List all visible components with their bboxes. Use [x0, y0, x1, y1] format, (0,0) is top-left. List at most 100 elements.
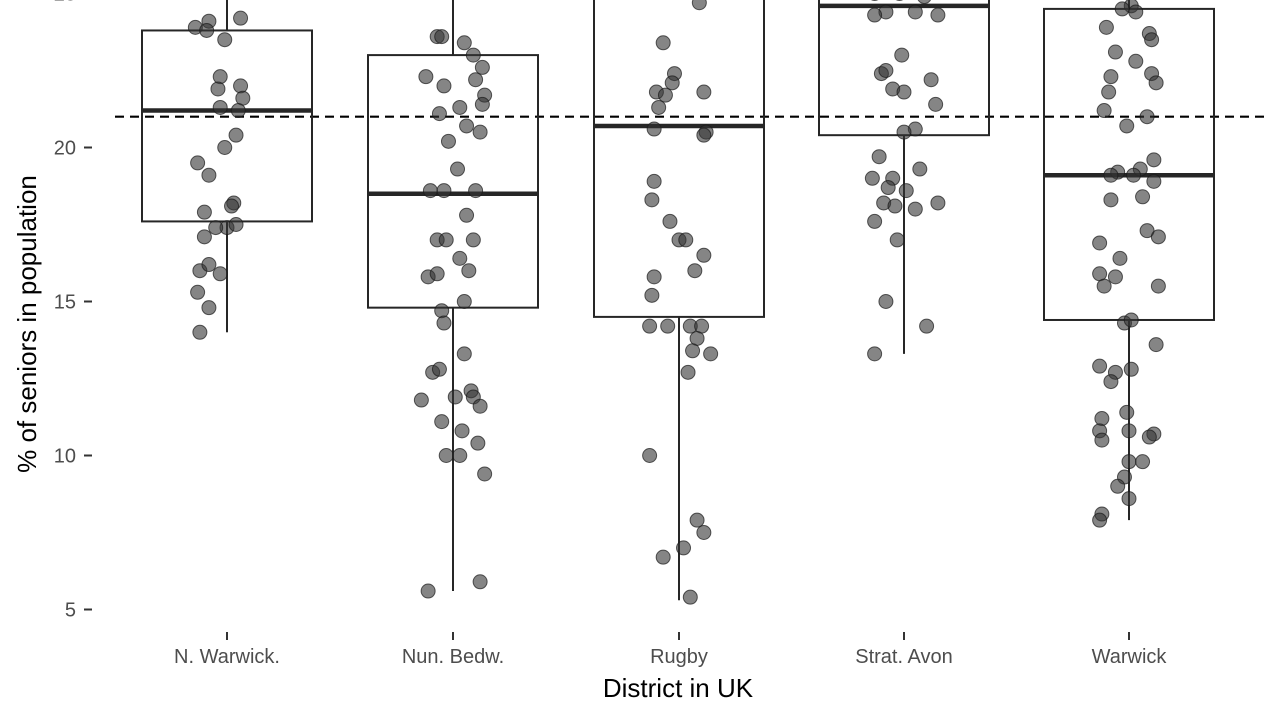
box-group	[593, 0, 765, 601]
data-point	[923, 72, 939, 88]
data-point	[434, 303, 450, 319]
data-point	[894, 47, 910, 63]
box	[818, 0, 990, 137]
data-point	[436, 183, 452, 199]
data-point	[196, 204, 212, 220]
data-point	[452, 250, 468, 266]
data-point	[651, 99, 667, 115]
data-point	[896, 84, 912, 100]
data-point	[208, 220, 224, 236]
data-point	[456, 346, 472, 362]
y-tick-label: 25	[54, 0, 76, 6]
data-point	[470, 435, 486, 451]
points-layer	[187, 0, 1166, 605]
data-point	[1098, 19, 1114, 35]
data-point	[907, 201, 923, 217]
data-point	[440, 133, 456, 149]
data-point	[212, 99, 228, 115]
data-point	[678, 232, 694, 248]
data-point	[878, 294, 894, 309]
data-point	[1112, 250, 1128, 266]
data-point	[1114, 1, 1130, 17]
data-point	[655, 35, 671, 51]
data-point	[1123, 361, 1139, 377]
data-point	[646, 173, 662, 189]
data-point	[447, 389, 463, 405]
data-point	[459, 118, 475, 134]
data-point	[660, 318, 676, 334]
data-point	[1119, 404, 1135, 420]
data-point	[230, 103, 246, 119]
data-point	[917, 0, 932, 5]
box-group	[1043, 0, 1215, 521]
data-point	[642, 318, 658, 334]
data-point	[1150, 229, 1166, 245]
data-point	[691, 0, 707, 11]
box	[141, 29, 313, 223]
data-point	[642, 448, 658, 463]
data-point	[474, 96, 490, 112]
data-point	[434, 29, 450, 45]
x-tick-label: Rugby	[650, 646, 708, 668]
data-point	[456, 294, 472, 309]
y-axis-title: % of seniors in population	[12, 175, 42, 473]
data-point	[646, 269, 662, 285]
y-tick-label: 10	[54, 446, 76, 468]
data-point	[1146, 152, 1162, 168]
data-point	[192, 324, 208, 340]
data-point	[1092, 358, 1108, 374]
data-point	[1150, 278, 1166, 294]
data-point	[1148, 337, 1164, 353]
data-point	[438, 232, 454, 248]
data-point	[1094, 432, 1110, 448]
data-point	[1092, 512, 1108, 528]
data-point	[687, 263, 703, 279]
data-point	[696, 525, 712, 540]
data-point	[662, 213, 678, 229]
data-point	[452, 99, 468, 115]
data-point	[1139, 223, 1155, 239]
box-group	[367, 0, 539, 592]
data-point	[1103, 374, 1119, 390]
data-point	[1123, 312, 1139, 328]
data-point	[896, 124, 912, 140]
data-point	[1141, 429, 1157, 445]
data-point	[468, 72, 484, 88]
x-axis-title: District in UK	[603, 673, 754, 703]
data-point	[864, 170, 880, 186]
data-point	[880, 180, 896, 196]
data-point	[644, 287, 660, 303]
data-point	[1128, 53, 1144, 69]
data-point	[696, 84, 712, 100]
data-point	[1121, 454, 1137, 470]
data-point	[434, 414, 450, 430]
data-point	[199, 22, 215, 38]
y-tick-label: 20	[54, 138, 76, 160]
data-point	[1101, 84, 1117, 100]
y-tick-label: 5	[65, 600, 76, 622]
data-point	[919, 318, 935, 334]
data-point	[1128, 4, 1144, 20]
data-point	[472, 124, 488, 140]
data-point	[420, 583, 436, 599]
data-point	[201, 167, 217, 183]
data-point	[465, 232, 481, 248]
data-point	[682, 589, 698, 605]
data-point	[696, 247, 712, 263]
data-point	[459, 207, 475, 223]
data-point	[413, 392, 429, 408]
data-point	[1144, 32, 1160, 48]
data-point	[1103, 192, 1119, 208]
box	[593, 0, 765, 318]
boxes-layer	[141, 0, 1215, 601]
data-point	[224, 198, 240, 214]
data-point	[212, 266, 228, 282]
data-point	[1119, 118, 1135, 134]
data-point	[870, 0, 879, 1]
data-point	[1121, 423, 1137, 439]
data-point	[867, 213, 883, 229]
data-point	[928, 96, 944, 112]
data-point	[676, 540, 692, 556]
data-point	[907, 4, 923, 20]
data-point	[454, 423, 470, 439]
